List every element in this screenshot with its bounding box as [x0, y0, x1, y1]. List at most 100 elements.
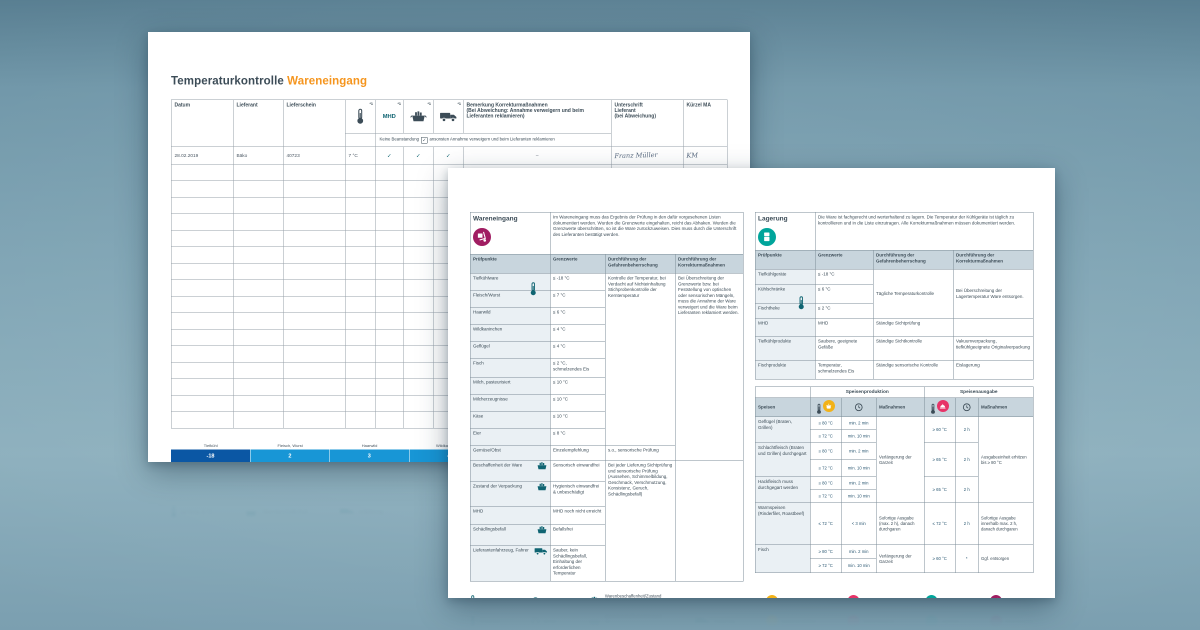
- empty-cell: [171, 296, 234, 313]
- legend-item: Warenbeschaffenheit/Zustand der Verpacku…: [587, 594, 664, 598]
- empty-cell: [283, 362, 346, 379]
- cell-limit: ≤ 10 °C: [550, 377, 606, 395]
- cell-label: Milcherzeugnisse: [470, 394, 551, 412]
- table-row: ≥ 72 °C min. 10 min: [755, 459, 1033, 478]
- group-produktion: Speisenproduktion: [809, 386, 925, 398]
- empty-cell: [375, 197, 404, 214]
- col-header-warenbeschaffenheit: *1: [403, 99, 434, 134]
- legend-item: Uhrzeit: [531, 597, 556, 598]
- cell-limit: ≤ 8 °C: [550, 428, 606, 446]
- empty-cell: [345, 329, 376, 346]
- cell-limit: MHD noch nicht erreicht: [550, 506, 606, 525]
- cell-zeit: min. 10 min: [841, 558, 877, 574]
- empty-cell: [375, 329, 404, 346]
- thermometer-icon: [931, 403, 936, 414]
- empty-cell: [171, 164, 234, 181]
- legend-item: Speisenproduktion: [765, 595, 817, 598]
- legend-item: Anlieferung: [695, 596, 735, 598]
- empty-cell: [375, 279, 404, 297]
- cell-zeit: min. 2 min: [841, 416, 877, 431]
- empty-cell: [283, 345, 346, 363]
- cell-ausgabe-massnahme: Ausgabeeinheit erhitzen bis ≥ 80 °C: [978, 416, 1034, 504]
- section-title: Lagerung: [758, 214, 788, 223]
- cell-temp: ≥ 72 °C: [810, 489, 842, 504]
- box-icon: [591, 596, 597, 598]
- lagerung-icon: [925, 615, 938, 628]
- table-row: Lieferantenfahrzeug, Fahrer Sauber, kein …: [470, 545, 743, 582]
- icon-header-row: Speisen Maßnahmen: [755, 397, 1034, 418]
- empty-cell: [233, 296, 284, 313]
- box-icon: [246, 511, 257, 516]
- empty-cell: [345, 362, 376, 379]
- cell-zeit: min. 2 min: [841, 442, 877, 461]
- table-row: Geflügel (Braten, Grillen) ≥ 80 °C min. …: [755, 416, 1034, 504]
- page-haccp-uebersicht: Wareneingang Im Wareneingang muss das Er…: [448, 168, 1055, 598]
- clock-icon: [531, 618, 540, 626]
- footnote-marker: *1: [427, 101, 431, 107]
- cell-speise: Hackfleisch muss durchgegart werden: [755, 476, 811, 504]
- cell-zeit: min. 2 min: [841, 544, 877, 560]
- table-row: Fischprodukte Temperatur, schmelzendes Ei…: [755, 360, 1034, 380]
- col-pruefpunkte: Prüfpunkte: [470, 254, 551, 274]
- page-title-text: Temperaturkontrolle: [171, 74, 284, 87]
- ausgabe-icon: [936, 400, 949, 412]
- cell-speise: Geflügel (Braten, Grillen): [755, 416, 811, 444]
- table-row: Warmspeisen (Rinderfilet, Roastbeef) ≤ 7…: [755, 502, 1034, 546]
- cell-ausgabe-zeit: 2 h: [955, 442, 979, 478]
- empty-cell: [233, 378, 284, 396]
- col-gefahrenbeherrschung: Durchführung der Gefahrenbeherrschung: [605, 254, 676, 274]
- empty-cell: [403, 246, 434, 264]
- cell-zeit: min. 10 min: [841, 489, 877, 504]
- thermometer-icon: [470, 616, 475, 627]
- section-intro: Die Ware ist fachgerecht und werterhalte…: [815, 212, 1034, 251]
- cell-zeit: < 3 min: [841, 502, 877, 546]
- cell-label: Käse: [470, 411, 551, 429]
- cell-label: MHD: [755, 318, 816, 337]
- cell-ausgabe-zeit: *: [955, 544, 979, 574]
- empty-cell: [403, 395, 434, 412]
- empty-cell: [171, 395, 234, 412]
- empty-cell: [345, 263, 376, 280]
- subheader-pre: Keine Beanstandung: [379, 136, 419, 142]
- cell-limit: ≤ 2 °C: [815, 303, 874, 319]
- scale-value: 3: [329, 449, 410, 462]
- column-header-row: Prüfpunkte Grenzwerte Durchführung der G…: [470, 254, 744, 274]
- empty-cell: [283, 263, 346, 280]
- empty-cell: [403, 180, 434, 198]
- ausgabe-icon: [847, 615, 860, 628]
- section-head-row: Lagerung Die Ware ist fachgerecht und we…: [755, 212, 1034, 251]
- cell-label: Gemüse/Obst: [470, 445, 551, 461]
- cell-label: Lieferantenfahrzeug, Fahrer: [470, 545, 551, 582]
- thermometer-icon: [798, 296, 804, 310]
- col-header-temperature: *1: [345, 99, 376, 134]
- cell-temp: ≥ 72 °C: [810, 558, 842, 574]
- col-massnahmen-produktion: Maßnahmen: [875, 397, 925, 418]
- cell-temp: ≥ 80 °C: [810, 416, 842, 431]
- cell-limit: ≤ -18 °C: [815, 269, 874, 285]
- footnote-marker: *1: [457, 101, 461, 107]
- cell-limit: Temperatur, schmelzendes Eis: [815, 360, 874, 380]
- legend-item: Wareneingang: [989, 595, 1033, 598]
- cell-limit: Sauber, kein Schädlingsbefall, Einhaltun…: [550, 545, 606, 582]
- col-grenzwerte: Grenzwerte: [550, 254, 606, 274]
- section-head-row: Wareneingang Im Wareneingang muss das Er…: [470, 212, 744, 255]
- empty-cell: [345, 197, 376, 214]
- box-icon: [537, 483, 547, 491]
- cell-korrektur-empty: [674, 460, 744, 582]
- col-speisen: Speisen: [755, 397, 811, 418]
- empty-cell: [345, 246, 376, 264]
- cell-gefahr: Bei jeder Lieferung Sichtprüfung und sen…: [605, 460, 676, 582]
- empty-cell: [283, 180, 346, 198]
- table-row: MHD MHD noch nicht erreicht: [470, 506, 743, 525]
- page-title: Temperaturkontrolle Wareneingang: [171, 74, 750, 88]
- empty-cell: [233, 230, 284, 247]
- column-header-row: Prüfpunkte Grenzwerte Durchführung der G…: [755, 250, 1034, 270]
- empty-cell: [283, 197, 346, 214]
- empty-cell: [375, 395, 404, 412]
- table-row: Zustand der Verpackung Hygienisch einwand…: [470, 481, 743, 507]
- cell-korrektur: Bei Überschreitung der Grenzwerte bzw. b…: [674, 273, 744, 461]
- cell-limit: ≤ 7 °C: [550, 290, 606, 308]
- col-massnahmen-ausgabe: Maßnahmen: [978, 397, 1034, 418]
- initials: KM: [686, 151, 699, 160]
